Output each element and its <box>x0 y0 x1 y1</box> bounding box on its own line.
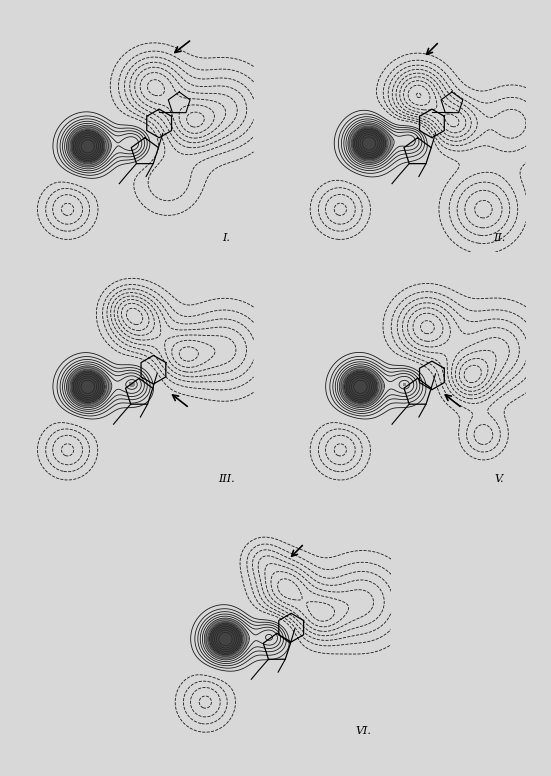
Text: I.: I. <box>222 233 230 243</box>
Text: III.: III. <box>218 473 234 483</box>
Text: II.: II. <box>493 233 505 243</box>
Text: V.: V. <box>494 473 504 483</box>
Text: VI.: VI. <box>356 726 372 736</box>
